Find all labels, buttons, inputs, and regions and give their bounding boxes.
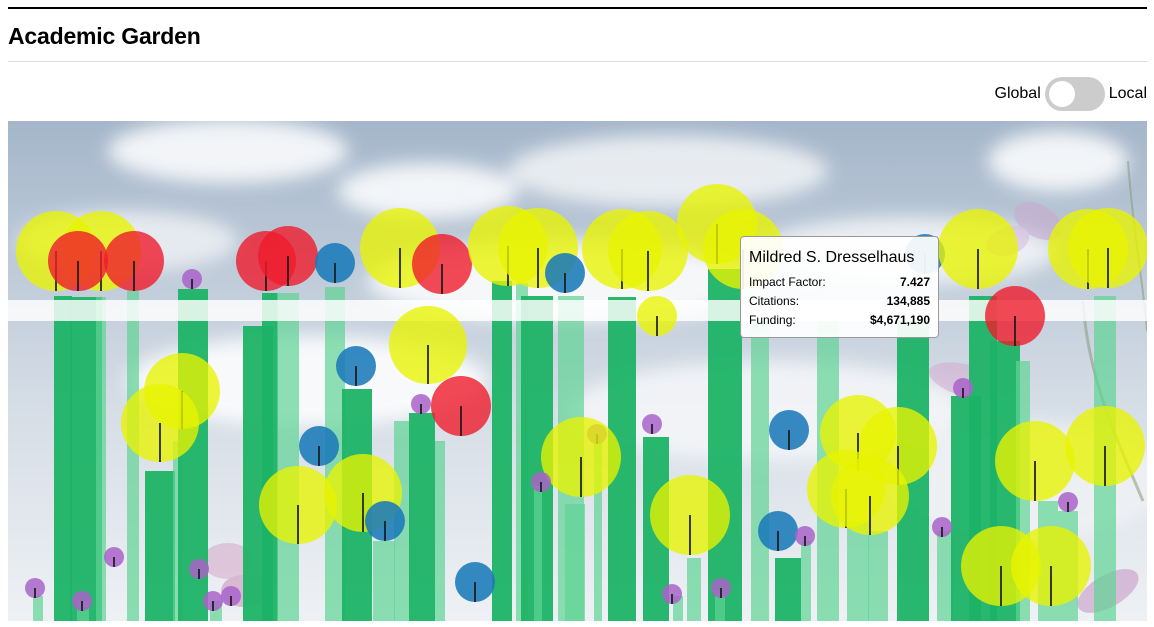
title-divider: [8, 61, 1147, 62]
stem-band: [8, 300, 1147, 321]
stem: [409, 413, 435, 621]
stem: [775, 558, 801, 621]
page-title: Academic Garden: [8, 23, 201, 49]
stem: [801, 541, 811, 621]
stem: [33, 596, 43, 621]
tooltip-label: Citations:: [749, 294, 800, 308]
tooltip-row-funding: Funding: $4,671,190: [749, 311, 930, 330]
stem: [145, 471, 175, 621]
stem: [277, 293, 299, 621]
stem: [673, 596, 683, 621]
tooltip-row-impact: Impact Factor: 7.427: [749, 273, 930, 292]
stem: [751, 297, 769, 621]
toggle-label-local: Local: [1108, 85, 1147, 102]
stem: [262, 293, 278, 621]
tooltip-row-citations: Citations: 134,885: [749, 292, 930, 311]
stem: [54, 296, 72, 621]
tooltip-label: Impact Factor:: [749, 275, 826, 289]
stem: [594, 441, 602, 621]
stem: [373, 541, 395, 621]
stem: [127, 291, 139, 621]
scholar-tooltip: Mildred S. Dresselhaus Impact Factor: 7.…: [740, 236, 939, 338]
tooltip-value: 7.427: [899, 275, 930, 289]
tooltip-value: $4,671,190: [869, 313, 930, 327]
garden-svg: [8, 121, 1147, 621]
stem: [534, 486, 542, 621]
toggle-label-global: Global: [994, 85, 1041, 102]
blooms-layer: [16, 184, 1147, 611]
tooltip-value: 134,885: [886, 294, 930, 308]
stem: [687, 558, 701, 621]
scope-toggle-group: Global Local: [994, 77, 1147, 111]
stem: [435, 441, 445, 621]
tooltip-name: Mildred S. Dresselhaus: [749, 249, 915, 266]
garden-plot: [8, 121, 1147, 621]
stem: [847, 521, 869, 621]
stem: [96, 297, 106, 621]
stem: [715, 591, 725, 621]
top-rule: [8, 7, 1147, 9]
stem: [937, 531, 953, 621]
tooltip-label: Funding:: [749, 313, 796, 327]
stem: [492, 281, 512, 621]
stem: [708, 269, 742, 621]
stem: [868, 531, 888, 621]
toggle-knob[interactable]: [1048, 81, 1075, 107]
scope-toggle-switch[interactable]: [1044, 77, 1105, 111]
